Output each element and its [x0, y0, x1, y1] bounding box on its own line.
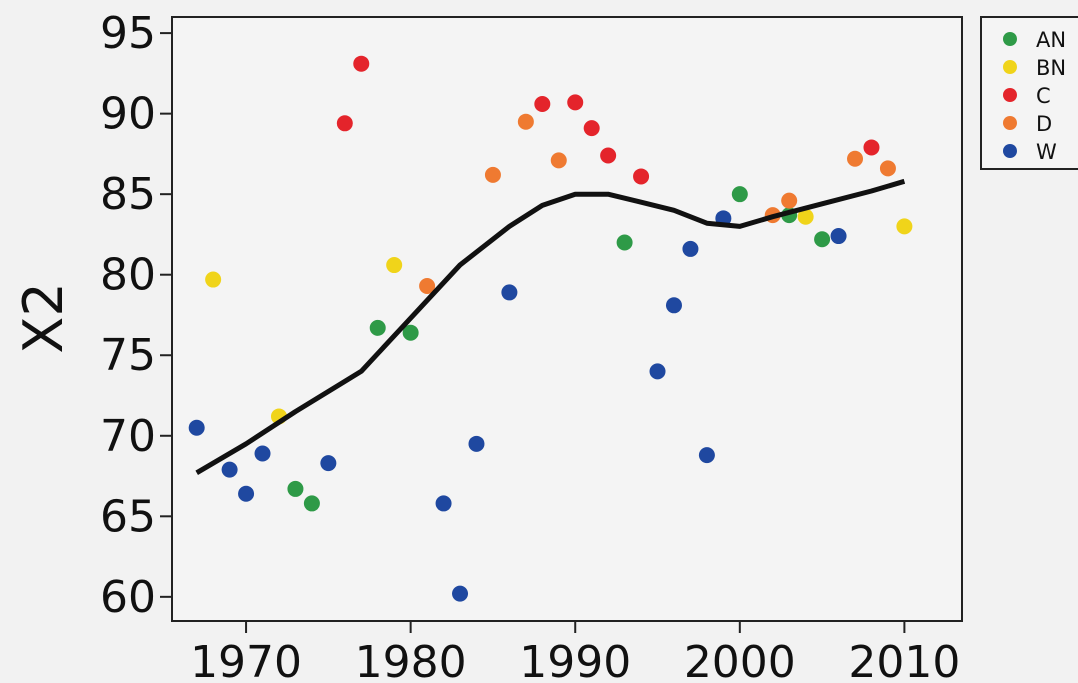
data-point-w	[649, 363, 666, 380]
data-point-bn	[896, 218, 913, 235]
data-point-bn	[386, 257, 403, 274]
legend-marker-w	[1003, 144, 1017, 158]
data-point-d	[847, 150, 864, 167]
legend-marker-an	[1003, 32, 1017, 46]
x-tick-label: 1970	[190, 637, 302, 683]
legend-marker-bn	[1003, 60, 1017, 74]
data-point-an	[287, 480, 304, 497]
data-point-c	[567, 94, 584, 111]
y-axis-label: X2	[12, 282, 75, 353]
data-point-d	[484, 166, 501, 183]
data-point-c	[534, 95, 551, 112]
data-point-an	[616, 234, 633, 251]
data-point-w	[238, 485, 255, 502]
y-tick-label: 95	[100, 8, 156, 59]
data-point-w	[435, 495, 452, 512]
data-point-w	[468, 435, 485, 452]
data-points	[188, 55, 913, 602]
data-point-c	[353, 55, 370, 72]
trend-line	[195, 178, 906, 475]
legend-label-w: W	[1036, 140, 1057, 164]
data-point-w	[665, 297, 682, 314]
y-tick-label: 65	[100, 491, 156, 542]
data-point-w	[830, 228, 847, 245]
data-point-an	[402, 324, 419, 341]
data-point-c	[336, 115, 353, 132]
data-point-c	[583, 120, 600, 137]
data-point-an	[303, 495, 320, 512]
legend: AN BN CDW	[980, 16, 1078, 170]
y-tick-label: 75	[100, 330, 156, 381]
data-point-an	[369, 319, 386, 336]
data-point-d	[550, 152, 567, 169]
data-point-c	[863, 139, 880, 156]
data-point-an	[731, 186, 748, 203]
data-point-d	[419, 277, 436, 294]
y-tick-label: 90	[100, 89, 156, 140]
x-tick-label: 1980	[355, 637, 467, 683]
y-axis: 60 65 70 75 80 85 90 95	[100, 8, 172, 623]
data-point-bn	[797, 208, 814, 225]
data-point-w	[452, 585, 469, 602]
data-point-bn	[205, 271, 222, 288]
data-point-c	[600, 147, 617, 164]
data-point-w	[682, 240, 699, 257]
plot-area	[171, 16, 963, 622]
y-tick-label: 85	[100, 169, 156, 220]
data-point-d	[781, 192, 798, 209]
data-point-c	[633, 168, 650, 185]
data-point-w	[320, 455, 337, 472]
data-point-w	[698, 447, 715, 464]
data-point-w	[188, 419, 205, 436]
y-tick-label: 60	[100, 572, 156, 623]
data-point-d	[517, 113, 534, 130]
legend-label-bn: BN	[1036, 56, 1066, 80]
y-tick-label: 70	[100, 411, 156, 462]
legend-label-c: C	[1036, 84, 1051, 108]
legend-marker-d	[1003, 116, 1017, 130]
legend-label-d: D	[1036, 112, 1052, 136]
data-point-d	[879, 160, 896, 177]
data-point-w	[221, 461, 238, 478]
x-tick-label: 1990	[519, 637, 631, 683]
legend-label-an: AN	[1036, 28, 1066, 52]
data-point-an	[814, 231, 831, 248]
x-tick-label: 2010	[848, 637, 960, 683]
data-point-w	[254, 445, 271, 462]
y-tick-label: 80	[100, 250, 156, 301]
legend-box	[980, 16, 1078, 170]
data-point-w	[501, 284, 518, 301]
x-axis: 1970 1980 1990 2000 2010	[190, 621, 960, 683]
legend-marker-c	[1003, 88, 1017, 102]
x-tick-label: 2000	[684, 637, 796, 683]
